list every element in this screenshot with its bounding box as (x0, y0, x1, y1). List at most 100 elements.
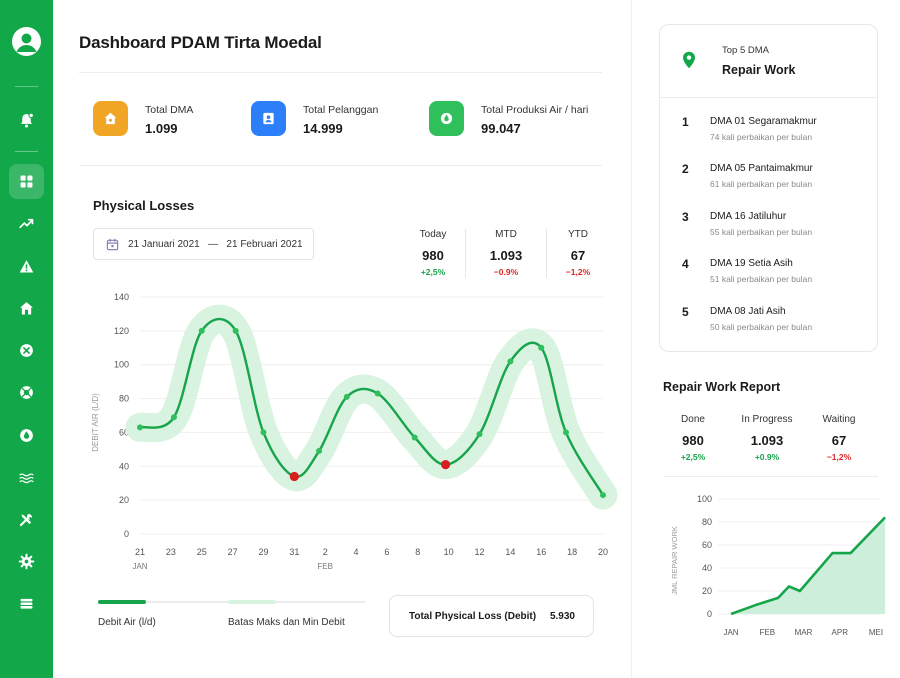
y-axis-label: DEBIT AIR (L/D) (91, 393, 100, 452)
repair-line (730, 516, 886, 616)
stat-label: Total Pelanggan (303, 104, 379, 116)
data-point (232, 327, 239, 334)
stat-value: 99.047 (481, 121, 521, 136)
metric-label: YTD (568, 229, 588, 240)
metric-change: +2,5% (420, 267, 446, 277)
x-tick-label: 25 (197, 547, 207, 557)
alert-point (440, 459, 451, 470)
location-pin-icon (683, 51, 695, 69)
nav-gear-icon[interactable] (9, 544, 44, 579)
stat-total-produksi: Total Produksi Air / hari 99.047 (429, 101, 609, 137)
nav-dashboard-icon[interactable] (9, 164, 44, 199)
card-subtitle: Top 5 DMA (722, 45, 769, 56)
metric-value: 1.093 (750, 433, 784, 448)
min-max-band (125, 304, 618, 510)
stat-total-dma: Total DMA 1.099 (93, 101, 243, 137)
x-tick-label: 23 (166, 547, 176, 557)
date-range-text: 21 Januari 2021 — 21 Februari 2021 (128, 239, 303, 250)
rank-number: 3 (682, 210, 689, 224)
total-value: 5.930 (549, 611, 575, 622)
date-separator: — (208, 239, 219, 250)
card-divider (660, 97, 877, 98)
list-item[interactable]: 3 DMA 16 Jatiluhur 55 kali perbaikan per… (682, 210, 872, 242)
metric-value: 980 (422, 248, 444, 263)
x-tick-label: 29 (258, 547, 268, 557)
metric-label: Waiting (822, 414, 856, 425)
date-range-picker[interactable]: 21 Januari 2021 — 21 Februari 2021 (93, 228, 314, 260)
data-point (170, 414, 177, 421)
legend-line-swatch (98, 600, 146, 604)
top-dma-card: Top 5 DMA Repair Work 1 DMA 01 Segaramak… (659, 24, 878, 352)
rank-desc: 74 kali perbaikan per bulan (710, 132, 813, 142)
nav-waves-icon[interactable] (9, 460, 44, 495)
list-item[interactable]: 4 DMA 19 Setia Asih 51 kali perbaikan pe… (682, 257, 872, 289)
nav-water-drop-icon[interactable] (9, 418, 44, 453)
list-item[interactable]: 2 DMA 05 Pantaimakmur 61 kali perbaikan … (682, 162, 872, 194)
x-tick-label: MAR (795, 628, 813, 637)
report-divider (663, 476, 878, 477)
rank-desc: 50 kali perbaikan per bulan (710, 322, 813, 332)
stats-divider (79, 165, 602, 166)
metric-separator (465, 229, 466, 278)
stat-label: Total Produksi Air / hari (481, 104, 589, 116)
x-tick-label: 31 (289, 547, 299, 557)
x-tick-label: 20 (598, 547, 608, 557)
nav-lifebuoy-icon[interactable] (9, 375, 44, 410)
x-group-label: FEB (317, 562, 333, 571)
rank-name: DMA 05 Pantaimakmur (710, 163, 813, 174)
x-tick-label: 2 (323, 547, 328, 557)
nav-list-icon[interactable] (9, 586, 44, 621)
metric-label: MTD (495, 229, 517, 240)
y-tick-label: 140 (114, 292, 129, 302)
rank-number: 1 (682, 115, 689, 129)
legend-line-label: Debit Air (l/d) (98, 617, 156, 628)
y-tick-label: 0 (124, 529, 129, 539)
repair-report-title: Repair Work Report (663, 380, 781, 394)
x-tick-label: FEB (759, 628, 775, 637)
metric-change: +0.9% (754, 452, 780, 462)
metric-value: 67 (570, 248, 586, 263)
rank-number: 2 (682, 162, 689, 176)
calendar-icon (106, 238, 119, 251)
nav-tools-icon[interactable] (9, 502, 44, 537)
sidebar (0, 0, 53, 678)
right-panel: Top 5 DMA Repair Work 1 DMA 01 Segaramak… (631, 0, 900, 678)
data-point (507, 358, 514, 365)
nav-home-icon[interactable] (9, 291, 44, 326)
legend-band-label: Batas Maks dan Min Debit (228, 617, 345, 628)
data-point (316, 448, 323, 455)
x-tick-label: 8 (415, 547, 420, 557)
nav-trend-icon[interactable] (9, 206, 44, 241)
y-tick-label: 100 (697, 494, 712, 504)
physical-losses-title: Physical Losses (93, 198, 195, 213)
rank-name: DMA 16 Jatiluhur (710, 211, 787, 222)
avatar[interactable] (12, 27, 41, 56)
y-tick-label: 100 (114, 360, 129, 370)
rank-desc: 51 kali perbaikan per bulan (710, 274, 813, 284)
date-start: 21 Januari 2021 (128, 239, 200, 250)
stat-water-drop-icon (429, 101, 464, 136)
x-tick-label: 16 (536, 547, 546, 557)
total-physical-loss: Total Physical Loss (Debit) 5.930 (389, 595, 594, 637)
rank-desc: 55 kali perbaikan per bulan (710, 227, 813, 237)
data-point (198, 327, 205, 334)
metric-waiting: Waiting 67 −1,2% (799, 414, 879, 462)
y-axis-label: JML REPAIR WORK (670, 526, 679, 595)
metric-today: Today 980 +2,5% (398, 229, 468, 277)
date-end: 21 Februari 2021 (226, 239, 303, 250)
x-tick-label: 10 (444, 547, 454, 557)
nav-warning-icon[interactable] (9, 249, 44, 284)
data-point (600, 492, 606, 499)
list-item[interactable]: 5 DMA 08 Jati Asih 50 kali perbaikan per… (682, 305, 872, 337)
legend-band-swatch (228, 600, 276, 604)
x-group-label: JAN (132, 562, 147, 571)
rank-desc: 61 kali perbaikan per bulan (710, 179, 813, 189)
metric-value: 1.093 (489, 248, 523, 263)
list-item[interactable]: 1 DMA 01 Segaramakmur 74 kali perbaikan … (682, 115, 872, 147)
metric-label: Today (419, 229, 447, 240)
x-tick-label: 21 (135, 547, 145, 557)
repair-work-chart: 0 20 40 60 80 100 JAN FEB MAR APR MEI JML REPAIR WO… (670, 494, 886, 637)
notification-bell-icon[interactable] (9, 103, 44, 138)
nav-close-circle-icon[interactable] (9, 333, 44, 368)
y-tick-label: 40 (702, 563, 712, 573)
